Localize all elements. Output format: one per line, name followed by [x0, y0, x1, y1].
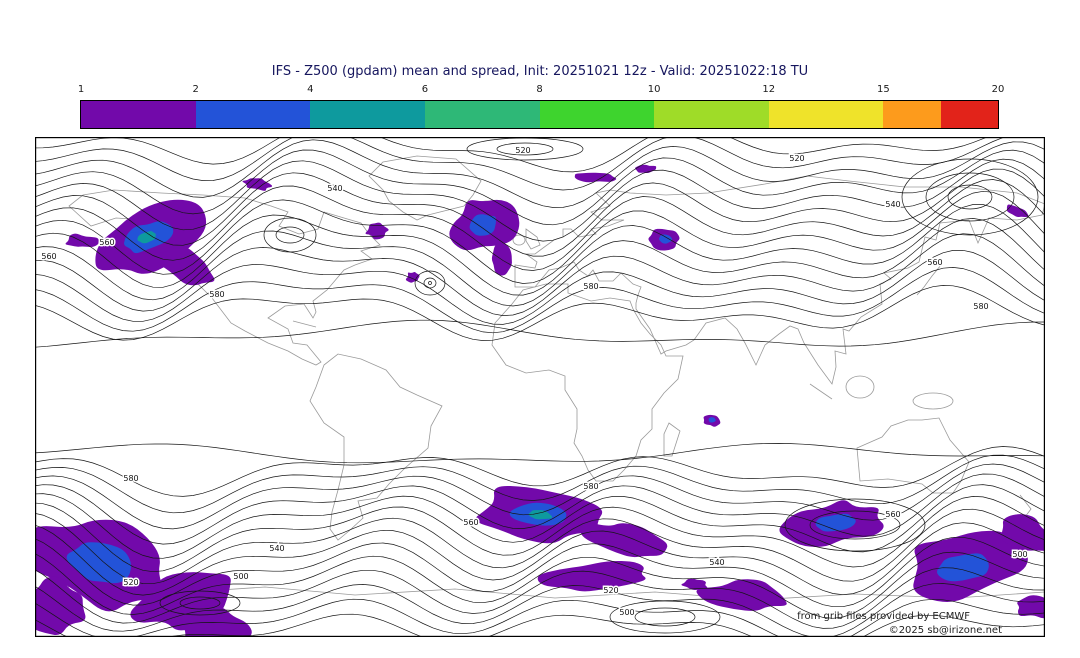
contour-label: 560: [41, 252, 56, 261]
colorbar-tick-label: 4: [307, 84, 314, 95]
spread-blob: [681, 578, 708, 590]
spread-blob: [579, 522, 668, 558]
spread-blob: [469, 214, 496, 236]
spread-blob: [35, 576, 86, 635]
spread-blob: [696, 579, 787, 611]
colorbar-tick-label: 12: [762, 84, 776, 95]
colorbar-segment: [424, 101, 540, 128]
spread-blob: [708, 417, 716, 423]
colorbar-segment: [654, 101, 769, 128]
colorbar-tick-label: 10: [647, 84, 661, 95]
contour-label: 500: [1012, 550, 1027, 559]
contour-labels-group: 520 520 540 540 560 560 560 580 580 580 580 580 560 5…: [40, 145, 1029, 619]
contour-label: 560: [927, 258, 942, 267]
contour-label: 560: [463, 518, 478, 527]
colorbar-tick-label: 1: [77, 84, 85, 95]
contour-label: 560: [99, 238, 114, 247]
colorbar-segment: [539, 101, 655, 128]
spread-blob: [1006, 204, 1029, 218]
contour-label: 540: [885, 200, 900, 209]
spread-blob: [137, 231, 156, 244]
contours-group: [35, 137, 1045, 637]
contour-label: 500: [619, 608, 634, 617]
contour-label: 540: [269, 544, 284, 553]
spread-blob: [815, 513, 856, 532]
spread-blob: [154, 244, 215, 286]
colorbar-tick-label: 15: [877, 84, 890, 95]
map-frame: [35, 137, 1045, 637]
spread-blob: [491, 242, 512, 276]
spread-blob: [659, 234, 673, 244]
colorbar-bar: [80, 100, 999, 129]
credit-copyright: ©2025 sb@irizone.net: [888, 625, 1002, 636]
contour-label: 560: [885, 510, 900, 519]
chart-title: IFS - Z500 (gpdam) mean and spread, Init…: [271, 64, 809, 79]
spread-blob: [179, 605, 252, 637]
colorbar-tick-label: 8: [536, 84, 543, 95]
contour-label: 540: [709, 558, 724, 567]
contour-label: 580: [583, 282, 598, 291]
colorbar-segment: [940, 101, 998, 128]
spread-blob: [1017, 595, 1045, 619]
spread-blob: [1001, 514, 1045, 551]
map-panel: 520 520 540 540 560 560 560 580 580 580 580 580 560 5…: [35, 137, 1045, 637]
spread-blob: [937, 553, 989, 582]
contour-label: 580: [583, 482, 598, 491]
contour-label: 500: [233, 572, 248, 581]
contour-label: 520: [603, 586, 618, 595]
colorbar-tick-label: 20: [991, 84, 1005, 95]
spread-blob: [528, 510, 553, 520]
colorbar-segment: [81, 101, 196, 128]
contour-label: 520: [789, 154, 804, 163]
spread-blob: [66, 542, 131, 584]
spread-blob: [537, 560, 646, 592]
contour-label: 520: [123, 578, 138, 587]
contour-label: 580: [209, 290, 224, 299]
colorbar-segment: [883, 101, 941, 128]
contour-label: 580: [973, 302, 988, 311]
colorbar-segment: [195, 101, 311, 128]
colorbar-segment: [768, 101, 884, 128]
colorbar-ticks: 1 2 4 6 8 10 12 15 20: [77, 84, 1005, 97]
colorbar-tick-label: 2: [192, 84, 199, 95]
credit-source: from grib files provided by ECMWF: [797, 611, 970, 622]
contour-label: 540: [327, 184, 342, 193]
contour-label: 580: [123, 474, 138, 483]
spread-blob: [365, 222, 389, 240]
contour-label: 520: [515, 146, 530, 155]
colorbar-tick-label: 6: [421, 84, 429, 95]
world-map-svg: 520 520 540 540 560 560 560 580 580 580 580 580 560 5…: [35, 137, 1045, 637]
spread-shading-group: [35, 164, 1045, 637]
colorbar-segment: [310, 101, 425, 128]
